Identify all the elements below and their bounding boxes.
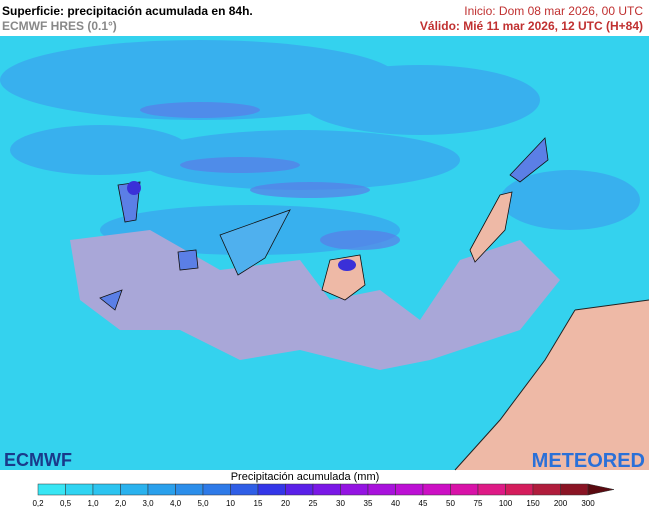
color-step bbox=[422, 483, 451, 496]
color-step bbox=[147, 483, 176, 496]
color-step bbox=[505, 483, 534, 496]
color-step bbox=[120, 483, 149, 496]
legend-label: 20 bbox=[281, 499, 290, 508]
color-step bbox=[92, 483, 121, 496]
legend-label: 25 bbox=[309, 499, 318, 508]
model: ECMWF HRES (0.1°) bbox=[2, 19, 117, 33]
valid: Válido: Mié 11 mar 2026, 12 UTC (H+84) bbox=[419, 19, 643, 33]
color-step bbox=[175, 483, 204, 496]
legend-label: 100 bbox=[499, 499, 513, 508]
legend-label: 50 bbox=[446, 499, 455, 508]
title: Superficie: precipitación acumulada en 8… bbox=[2, 4, 253, 18]
legend-label: 150 bbox=[526, 499, 540, 508]
legend-label: 2,0 bbox=[115, 499, 127, 508]
colorbar: 0,2 0,5 1,0 2,0 3,0 4,0 5,0 10 15 20 25 30 35 40 45 50 7… bbox=[32, 483, 615, 508]
color-step bbox=[340, 483, 369, 496]
legend-label: 15 bbox=[254, 499, 263, 508]
color-step bbox=[477, 483, 506, 496]
color-step bbox=[560, 483, 589, 496]
legend-label: 30 bbox=[336, 499, 345, 508]
legend-label: 35 bbox=[364, 499, 373, 508]
legend-label: 300 bbox=[581, 499, 595, 508]
color-step bbox=[532, 483, 561, 496]
legend-label: 4,0 bbox=[170, 499, 182, 508]
ecmwf-logo: ECMWF bbox=[4, 450, 72, 470]
legend-label: 75 bbox=[474, 499, 483, 508]
color-step bbox=[285, 483, 314, 496]
legend-label: 0,2 bbox=[32, 499, 44, 508]
coastline bbox=[454, 299, 649, 471]
rain-cores bbox=[140, 102, 400, 250]
color-step bbox=[257, 483, 286, 496]
color-step bbox=[230, 483, 259, 496]
legend-label: 10 bbox=[226, 499, 235, 508]
legend-label: 200 bbox=[554, 499, 568, 508]
color-step bbox=[450, 483, 479, 496]
color-arrow bbox=[587, 483, 615, 496]
color-step bbox=[202, 483, 231, 496]
meteored-logo: METEORED bbox=[532, 450, 645, 472]
color-step bbox=[37, 483, 66, 496]
color-step bbox=[395, 483, 424, 496]
rain-max bbox=[338, 259, 356, 271]
africa bbox=[455, 300, 649, 470]
rain-max bbox=[127, 181, 141, 195]
color-step bbox=[65, 483, 94, 496]
color-step bbox=[312, 483, 341, 496]
color-step bbox=[367, 483, 396, 496]
legend-label: 45 bbox=[419, 499, 428, 508]
legend-title: Precipitación acumulada (mm) bbox=[231, 471, 380, 483]
legend-label: 40 bbox=[391, 499, 400, 508]
legend-label: 3,0 bbox=[142, 499, 154, 508]
init: Inicio: Dom 08 mar 2026, 00 UTC bbox=[464, 4, 643, 18]
legend-label: 5,0 bbox=[197, 499, 209, 508]
legend-label: 1,0 bbox=[87, 499, 99, 508]
legend-label: 0,5 bbox=[60, 499, 72, 508]
